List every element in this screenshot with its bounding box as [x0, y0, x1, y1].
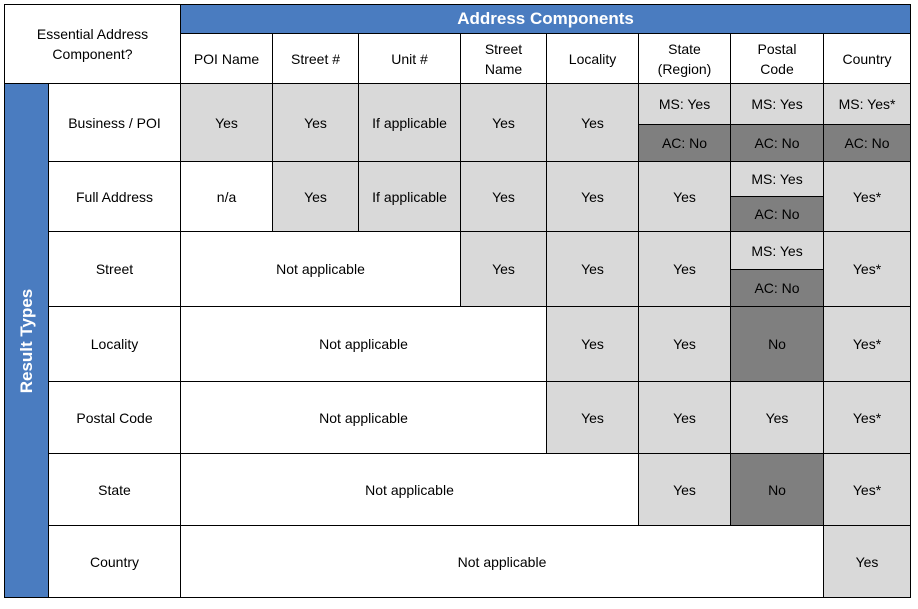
corner-label-line2: Component?: [52, 46, 133, 62]
cell-street-postal-ms: MS: Yes: [730, 231, 825, 270]
row-header-country: Country: [47, 525, 182, 598]
cell-state-postal: No: [730, 453, 825, 526]
column-header-label: Unit #: [391, 50, 428, 67]
cell-full-unit-number: If applicable: [358, 161, 462, 232]
column-header-label: POI Name: [193, 50, 260, 67]
cell-full-locality: Yes: [546, 161, 640, 232]
column-header-unit-number: Unit #: [358, 33, 462, 84]
cell-full-street-number: Yes: [272, 161, 360, 232]
result-types-side-header: Result Types: [4, 83, 49, 598]
column-header-label: State: [668, 40, 701, 57]
cell-full-state: Yes: [638, 161, 732, 232]
cell-business-postal-ac: AC: No: [730, 124, 825, 162]
column-header-label: Street: [484, 40, 523, 57]
cell-locality-not-applicable: Not applicable: [180, 306, 548, 382]
cell-business-state-ac: AC: No: [638, 124, 732, 162]
cell-business-postal-ms: MS: Yes: [730, 83, 825, 125]
column-header-label-2: (Region): [657, 60, 712, 77]
cell-country-not-applicable: Not applicable: [180, 525, 825, 598]
row-header-street: Street: [47, 231, 182, 307]
column-header-street-name: Street Name: [460, 33, 548, 84]
cell-business-unit-number: If applicable: [358, 83, 462, 162]
cell-postal-country: Yes*: [823, 381, 912, 454]
cell-country-country: Yes: [823, 525, 912, 598]
row-header-locality: Locality: [47, 306, 182, 382]
column-header-locality: Locality: [546, 33, 640, 84]
cell-street-locality: Yes: [546, 231, 640, 307]
cell-business-poi-name: Yes: [180, 83, 274, 162]
cell-locality-locality: Yes: [546, 306, 640, 382]
cell-street-postal-ac: AC: No: [730, 269, 825, 307]
row-header-business-poi: Business / POI: [47, 83, 182, 162]
cell-street-country: Yes*: [823, 231, 912, 307]
corner-label-line1: Essential Address: [36, 26, 149, 42]
column-header-label: Country: [842, 50, 892, 67]
row-header-full-address: Full Address: [47, 161, 182, 232]
cell-full-postal-ms: MS: Yes: [730, 161, 825, 197]
cell-postal-locality: Yes: [546, 381, 640, 454]
cell-locality-postal: No: [730, 306, 825, 382]
row-header-postal-code: Postal Code: [47, 381, 182, 454]
cell-locality-country: Yes*: [823, 306, 912, 382]
cell-state-state: Yes: [638, 453, 732, 526]
cell-state-not-applicable: Not applicable: [180, 453, 640, 526]
column-header-label-2: Code: [760, 60, 794, 77]
column-header-label: Locality: [568, 50, 617, 67]
cell-state-country: Yes*: [823, 453, 912, 526]
address-components-table: Essential Address Component? Address Com…: [3, 4, 912, 598]
column-header-street-number: Street #: [272, 33, 360, 84]
row-header-state: State: [47, 453, 182, 526]
cell-postal-state: Yes: [638, 381, 732, 454]
cell-business-state-ms: MS: Yes: [638, 83, 732, 125]
cell-business-country-ms: MS: Yes*: [823, 83, 912, 125]
cell-street-not-applicable: Not applicable: [180, 231, 462, 307]
column-header-country: Country: [823, 33, 912, 84]
cell-street-street-name: Yes: [460, 231, 548, 307]
column-header-postal-code: Postal Code: [730, 33, 825, 84]
cell-street-state: Yes: [638, 231, 732, 307]
cell-postal-not-applicable: Not applicable: [180, 381, 548, 454]
column-header-label-2: Name: [484, 60, 523, 77]
result-types-label: Result Types: [16, 288, 36, 393]
corner-header: Essential Address Component?: [3, 4, 182, 84]
cell-full-country: Yes*: [823, 161, 912, 232]
column-header-state: State (Region): [638, 33, 732, 84]
cell-full-postal-ac: AC: No: [730, 196, 825, 232]
cell-full-street-name: Yes: [460, 161, 548, 232]
group-header: Address Components: [180, 4, 912, 34]
cell-business-street-number: Yes: [272, 83, 360, 162]
cell-business-locality: Yes: [546, 83, 640, 162]
column-header-label: Street #: [291, 50, 341, 67]
address-components-table-container: Essential Address Component? Address Com…: [3, 4, 912, 598]
cell-business-street-name: Yes: [460, 83, 548, 162]
column-header-poi-name: POI Name: [180, 33, 274, 84]
cell-locality-state: Yes: [638, 306, 732, 382]
column-header-label: Postal: [757, 40, 797, 57]
cell-business-country-ac: AC: No: [823, 124, 912, 162]
cell-postal-postal: Yes: [730, 381, 825, 454]
cell-full-poi-name: n/a: [180, 161, 274, 232]
